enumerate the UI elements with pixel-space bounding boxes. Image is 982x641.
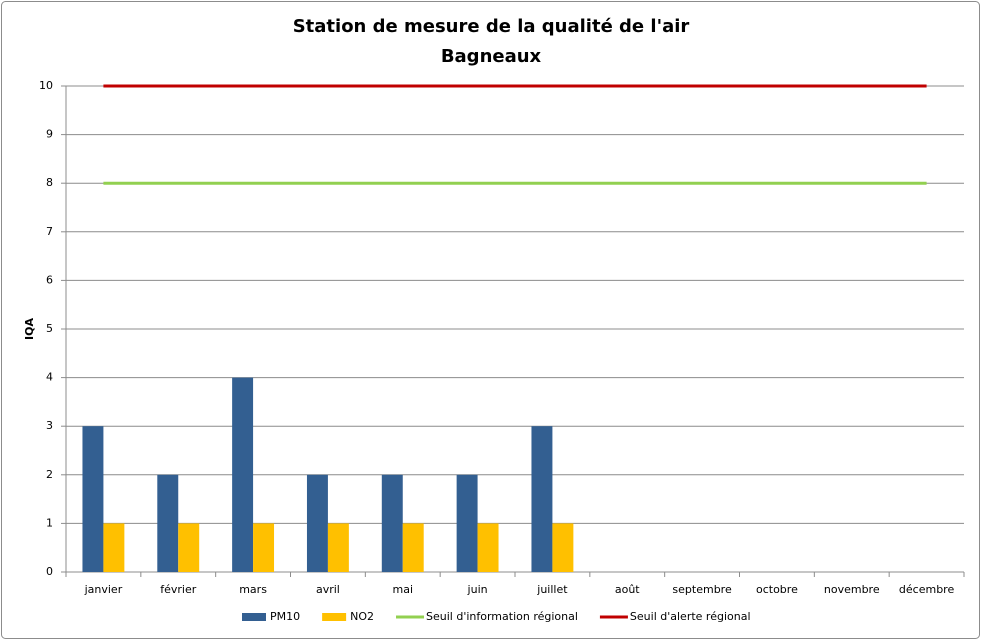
x-tick-label: janvier: [84, 583, 123, 596]
x-tick-label: juin: [467, 583, 488, 596]
y-tick-label: 7: [46, 225, 53, 238]
x-tick-label: mars: [239, 583, 267, 596]
y-tick-label: 0: [46, 565, 53, 578]
x-tick-label: février: [160, 583, 196, 596]
chart-title: Station de mesure de la qualité de l'air: [293, 16, 690, 37]
y-tick-label: 2: [46, 468, 53, 481]
x-tick-label: novembre: [824, 583, 880, 596]
bar: [103, 523, 125, 572]
bar: [531, 426, 553, 572]
legend-label: NO2: [350, 610, 374, 623]
y-tick-label: 4: [46, 371, 53, 384]
bar: [456, 474, 478, 572]
y-tick-label: 3: [46, 419, 53, 432]
y-tick-label: 6: [46, 273, 53, 286]
bar: [178, 523, 200, 572]
y-tick-label: 8: [46, 176, 53, 189]
bar: [82, 426, 104, 572]
chart-subtitle: Bagneaux: [441, 46, 542, 67]
x-tick-label: mai: [392, 583, 413, 596]
y-tick-label: 5: [46, 322, 53, 335]
legend-label: PM10: [270, 610, 300, 623]
legend-label: Seuil d'information régional: [426, 610, 578, 623]
x-tick-label: septembre: [672, 583, 732, 596]
bar: [253, 523, 275, 572]
y-tick-label: 10: [39, 79, 53, 92]
y-tick-label: 1: [46, 516, 53, 529]
bar: [327, 523, 349, 572]
x-tick-label: décembre: [899, 583, 955, 596]
bar: [306, 474, 328, 572]
legend-swatch: [322, 613, 347, 621]
bar: [552, 523, 574, 572]
x-tick-label: avril: [316, 583, 340, 596]
x-tick-label: juillet: [536, 583, 568, 596]
y-axis-label: IQA: [23, 318, 36, 340]
x-tick-label: octobre: [756, 583, 798, 596]
y-tick-label: 9: [46, 128, 53, 141]
bar: [477, 523, 499, 572]
bar: [232, 377, 254, 572]
legend-label: Seuil d'alerte régional: [630, 610, 751, 623]
bar: [381, 474, 403, 572]
legend-swatch: [242, 613, 266, 621]
bar: [157, 474, 179, 572]
bar: [402, 523, 424, 572]
x-tick-label: août: [615, 583, 640, 596]
